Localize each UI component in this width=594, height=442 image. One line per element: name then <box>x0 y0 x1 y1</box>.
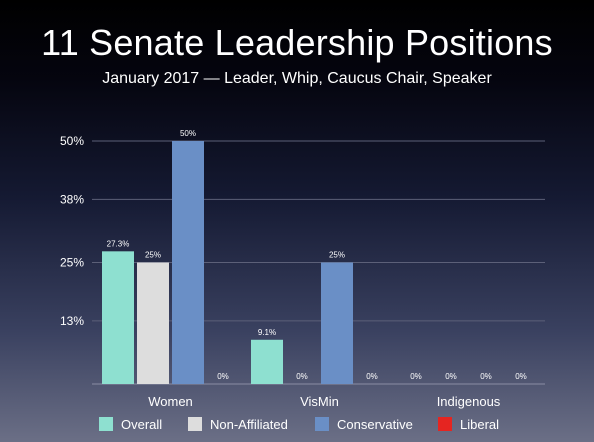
bar-value-label: 27.3% <box>107 239 130 248</box>
bar-value-label: 0% <box>217 372 229 381</box>
legend-item: Liberal <box>438 413 499 435</box>
x-category-label: VisMin <box>300 394 339 409</box>
legend-swatch <box>99 417 113 431</box>
bar <box>102 251 134 384</box>
legend-item: Non-Affiliated <box>188 413 288 435</box>
bar <box>172 141 204 384</box>
bar-value-label: 0% <box>515 372 527 381</box>
bar-value-label: 25% <box>145 251 161 260</box>
bar-value-label: 0% <box>366 372 378 381</box>
legend-swatch <box>438 417 452 431</box>
legend-item: Conservative <box>315 413 413 435</box>
bar-value-label: 50% <box>180 129 196 138</box>
x-category-label: Indigenous <box>437 394 501 409</box>
bar-value-label: 0% <box>480 372 492 381</box>
bar-value-label: 0% <box>410 372 422 381</box>
y-tick-label: 13% <box>60 314 84 328</box>
bar <box>251 339 283 384</box>
legend-label: Non-Affiliated <box>210 416 288 432</box>
bar-value-label: 9.1% <box>258 328 276 337</box>
bar-value-label: 0% <box>445 372 457 381</box>
chart-title: 11 Senate Leadership Positions <box>41 22 553 63</box>
legend-swatch <box>188 417 202 431</box>
bar-value-label: 25% <box>329 251 345 260</box>
legend-item: Overall <box>99 413 162 435</box>
legend-label: Overall <box>121 416 163 432</box>
legend-label: Liberal <box>460 416 500 432</box>
legend-swatch <box>315 417 329 431</box>
legend-label: Conservative <box>337 416 413 432</box>
bar <box>137 262 169 384</box>
y-tick-label: 25% <box>60 256 84 270</box>
chart-subtitle: January 2017 — Leader, Whip, Caucus Chai… <box>102 70 492 87</box>
bar-value-label: 0% <box>296 372 308 381</box>
y-tick-label: 38% <box>60 192 84 206</box>
bar <box>321 262 353 384</box>
legend: Overall Non-Affiliated Conservative Liberal <box>0 413 594 435</box>
y-tick-label: 50% <box>60 134 84 148</box>
x-category-label: Women <box>148 394 193 409</box>
